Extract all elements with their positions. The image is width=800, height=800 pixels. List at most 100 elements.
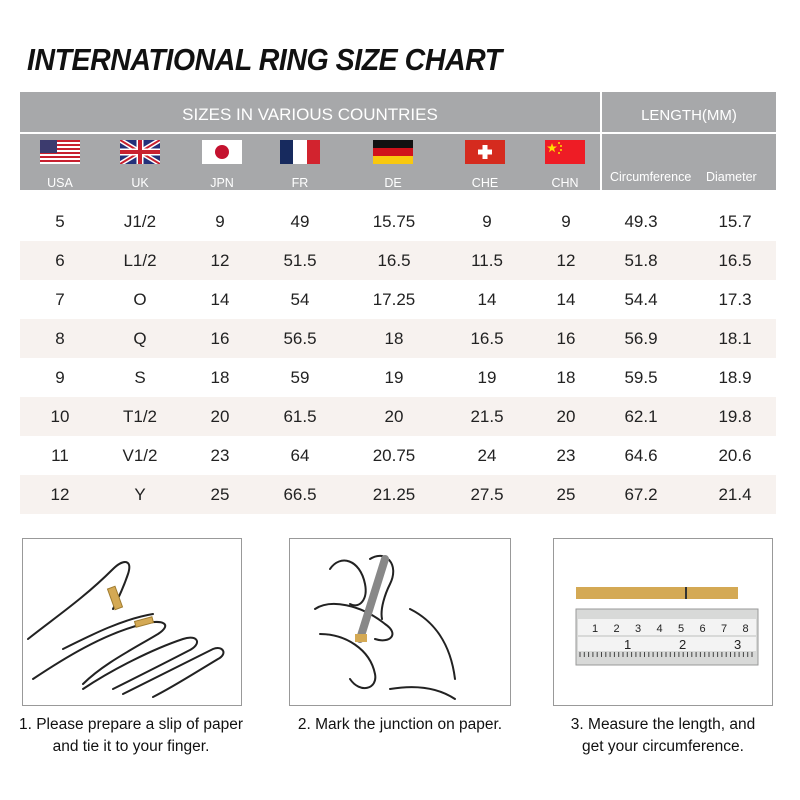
col-de: DE [358, 140, 428, 190]
table-cell: 9 [215, 212, 225, 231]
table-cell: 19 [477, 368, 497, 387]
table-cell: S [134, 368, 146, 387]
paper-strip [576, 587, 738, 599]
table-cell: 9 [561, 212, 571, 231]
table-cell: 51.5 [283, 251, 317, 270]
country-label: FR [291, 176, 309, 190]
step3-caption: 3. Measure the length, and get your circu… [533, 714, 793, 758]
table-cell: 27.5 [470, 485, 504, 504]
table-cell: 19.8 [718, 407, 752, 426]
table-cell: 21.25 [372, 485, 416, 504]
table-cell: 17.25 [372, 290, 416, 309]
col-usa: USA [25, 140, 95, 190]
table-cell: Y [134, 485, 146, 504]
caption-line: 1. Please prepare a slip of paper [18, 716, 244, 733]
table-cell: 8 [55, 329, 65, 348]
france-flag-icon [280, 140, 320, 164]
table-cell: 14 [210, 290, 230, 309]
table-cell: 21.4 [718, 485, 752, 504]
hand-with-paper-icon [27, 561, 225, 698]
col-fr: FR [265, 140, 335, 190]
table-row: 9 S 18 59 19 19 18 59.5 18.9 [20, 358, 776, 397]
step2-illustration [289, 538, 511, 706]
table-cell: 16.5 [377, 251, 411, 270]
table-cell: 51.8 [624, 251, 658, 270]
country-label: DE [384, 176, 402, 190]
table-cell: 56.9 [624, 329, 658, 348]
table-cell: 11.5 [471, 251, 503, 270]
table-cell: 20.75 [372, 446, 416, 465]
table-row: 7 O 14 54 17.25 14 14 54.4 17.3 [20, 280, 776, 319]
country-label: JPN [210, 176, 234, 190]
ruler-cm-label: 1 [592, 623, 598, 635]
table-cell: T1/2 [122, 407, 158, 426]
table-cell: 16 [210, 329, 230, 348]
table-cell: 18 [210, 368, 230, 387]
table-cell: 20 [556, 407, 576, 426]
table-cell: 64 [290, 446, 310, 465]
table-cell: 59 [290, 368, 310, 387]
table-cell: 9 [482, 212, 492, 231]
table-cell: 5 [55, 212, 65, 231]
ruler-inch-label: 1 [624, 637, 631, 652]
table-cell: 15.75 [372, 212, 416, 231]
table-cell: 64.6 [624, 446, 658, 465]
table-cell: 25 [210, 485, 230, 504]
country-label: USA [47, 176, 73, 190]
table-cell: 59.5 [624, 368, 658, 387]
table-cell: 20.6 [718, 446, 752, 465]
length-header: LENGTH(MM) [641, 107, 737, 124]
table-row: 12 Y 25 66.5 21.25 27.5 25 67.2 21.4 [20, 475, 776, 514]
table-cell: 62.1 [624, 407, 658, 426]
table-cell: 20 [384, 407, 404, 426]
ruler-cm-label: 2 [614, 623, 620, 635]
table-cell: 23 [556, 446, 576, 465]
ruler-cm-label: 3 [635, 623, 641, 635]
table-cell: 18 [556, 368, 576, 387]
usa-flag-icon [40, 140, 80, 164]
table-cell: 61.5 [283, 407, 317, 426]
switzerland-flag-icon [465, 140, 505, 164]
circumference-label: Circumference [610, 170, 692, 184]
country-label: UK [131, 176, 149, 190]
table-cell: 10 [50, 407, 70, 426]
table-cell: 18.1 [718, 329, 752, 348]
table-cell: 12 [556, 251, 576, 270]
step2-caption: 2. Mark the junction on paper. [270, 714, 530, 736]
table-cell: 23 [210, 446, 230, 465]
table-cell: J1/2 [123, 212, 157, 231]
table-cell: Q [133, 329, 147, 348]
caption-line: get your circumference. [582, 738, 744, 755]
table-cell: 49.3 [624, 212, 658, 231]
table-cell: 21.5 [470, 407, 504, 426]
table-cell: 7 [55, 290, 65, 309]
table-cell: 20 [210, 407, 230, 426]
ruler-icon: 1 2 3 4 5 6 7 81 2 3 [575, 587, 759, 666]
ruler-cm-label: 7 [721, 623, 727, 635]
ruler-cm-label: 4 [657, 623, 663, 635]
table-cell: 66.5 [283, 485, 317, 504]
table-cell: V1/2 [122, 446, 158, 465]
table-cell: 25 [556, 485, 576, 504]
ruler-cm-label: 6 [700, 623, 706, 635]
col-chn: CHN [530, 140, 600, 190]
table-cell: 16 [556, 329, 576, 348]
caption-line: 3. Measure the length, and [570, 716, 756, 733]
table-cell: 17.3 [718, 290, 752, 309]
junction-mark [685, 587, 687, 599]
col-jpn: JPN [187, 140, 257, 190]
table-cell: 49 [290, 212, 310, 231]
diameter-label: Diameter [706, 170, 757, 184]
step1-caption: 1. Please prepare a slip of paper and tie… [2, 714, 260, 758]
divider [20, 132, 776, 134]
page-title: INTERNATIONAL RING SIZE CHART [27, 42, 502, 77]
table-cell: 6 [55, 251, 65, 270]
table-cell: 14 [556, 290, 576, 309]
germany-flag-icon [373, 140, 413, 164]
caption-line: 2. Mark the junction on paper. [297, 716, 503, 733]
table-cell: 14 [477, 290, 497, 309]
country-label: CHN [551, 176, 579, 190]
sizes-header: SIZES IN VARIOUS COUNTRIES [182, 105, 438, 124]
table-row: 10 T1/2 20 61.5 20 21.5 20 62.1 19.8 [20, 397, 776, 436]
